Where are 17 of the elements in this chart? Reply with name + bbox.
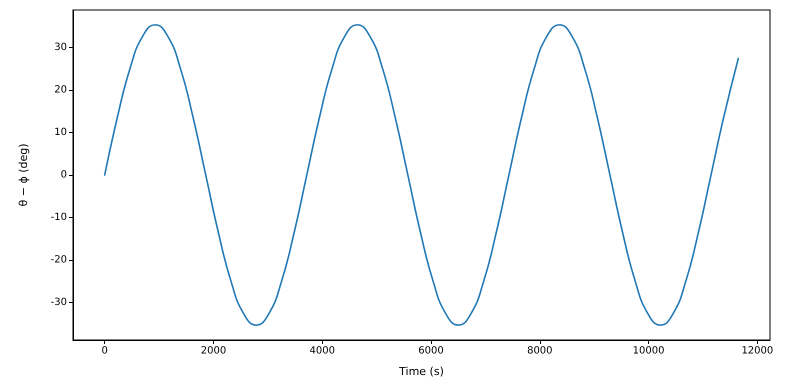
- y-tick-label: 20: [54, 84, 67, 96]
- x-tick-label: 2000: [200, 346, 226, 356]
- x-tick-label: 4000: [310, 346, 335, 356]
- y-tick-label: 0: [60, 170, 67, 180]
- line-series: [104, 24, 740, 326]
- x-tick-label: 6000: [418, 346, 444, 356]
- y-tick-label: -30: [50, 297, 67, 308]
- y-tick-label: 10: [54, 126, 67, 138]
- x-tick-label: 0: [101, 346, 108, 356]
- y-axis-title: θ − ϕ (deg): [17, 143, 30, 207]
- x-tick-label: 12000: [741, 346, 774, 356]
- x-axis-title: Time (s): [398, 365, 444, 378]
- y-tick-label: -10: [50, 212, 67, 224]
- x-tick-label: 10000: [632, 346, 664, 356]
- y-tick-label: 30: [54, 42, 67, 53]
- y-tick-label: -20: [50, 254, 67, 266]
- x-tick-label: 8000: [527, 346, 553, 356]
